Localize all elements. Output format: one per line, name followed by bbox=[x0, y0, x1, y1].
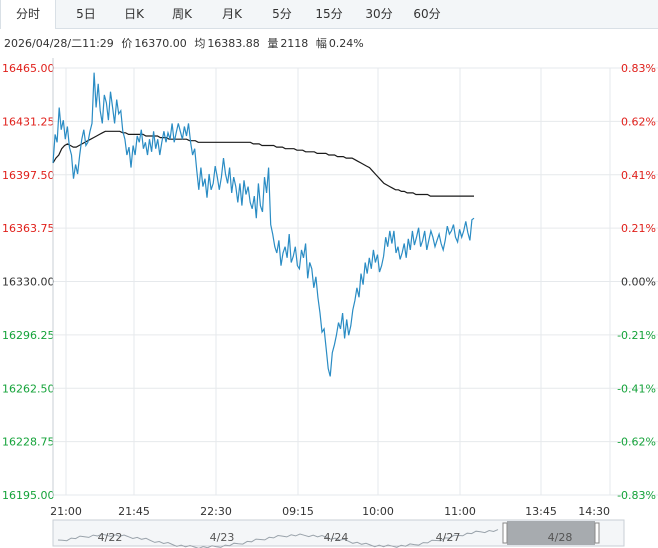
pct-tick-label: 0.83% bbox=[621, 62, 656, 75]
tab-3[interactable]: 周K bbox=[172, 7, 192, 21]
tab-8[interactable]: 60分 bbox=[413, 7, 441, 21]
navigator-date-label: 4/23 bbox=[210, 531, 235, 544]
x-tick-label: 22:30 bbox=[200, 505, 232, 518]
y-tick-label: 16296.25 bbox=[2, 329, 55, 342]
tab-7[interactable]: 30分 bbox=[365, 7, 393, 21]
change-value: 0.24% bbox=[328, 37, 364, 50]
navigator-left-handle[interactable] bbox=[502, 522, 508, 544]
x-tick-label: 10:00 bbox=[362, 505, 394, 518]
pct-tick-label: -0.41% bbox=[617, 382, 656, 395]
y-tick-label: 16228.75 bbox=[2, 436, 55, 449]
volume-value: 2118 bbox=[280, 37, 309, 50]
period-tab-bar: 分时 5日 日K 周K 月K 5分 15分 30分 60分 bbox=[0, 0, 658, 29]
pct-tick-label: -0.21% bbox=[617, 329, 656, 342]
navigator-date-label: 4/22 bbox=[98, 531, 123, 544]
x-tick-label: 21:45 bbox=[118, 505, 150, 518]
y-tick-label: 16262.50 bbox=[2, 382, 55, 395]
tab-6[interactable]: 15分 bbox=[315, 7, 343, 21]
x-tick-label: 13:45 bbox=[525, 505, 557, 518]
y-tick-label: 16465.00 bbox=[2, 62, 55, 75]
y-tick-label: 16397.50 bbox=[2, 169, 55, 182]
y-tick-label: 16195.00 bbox=[2, 489, 55, 502]
x-tick-label: 14:30 bbox=[578, 505, 610, 518]
price-value: 16370.00 bbox=[134, 37, 187, 50]
y-tick-label: 16330.00 bbox=[2, 276, 55, 289]
tab-0[interactable]: 分时 bbox=[0, 0, 56, 29]
avg-label: 均 bbox=[194, 37, 206, 50]
tab-2[interactable]: 日K bbox=[124, 7, 144, 21]
tab-4[interactable]: 月K bbox=[222, 7, 242, 21]
avg-value: 16383.88 bbox=[207, 37, 260, 50]
navigator-window[interactable] bbox=[507, 521, 595, 545]
volume-label: 量 bbox=[267, 37, 279, 50]
pct-tick-label: 0.62% bbox=[621, 115, 656, 128]
quote-datetime: 2026/04/28/二11:29 bbox=[4, 37, 114, 50]
y-tick-label: 16431.25 bbox=[2, 115, 55, 128]
y-tick-label: 16363.75 bbox=[2, 222, 55, 235]
change-label: 幅 bbox=[315, 37, 327, 50]
price-label: 价 bbox=[121, 37, 133, 50]
pct-tick-label: 0.41% bbox=[621, 169, 656, 182]
navigator-date-label: 4/27 bbox=[436, 531, 461, 544]
price-line bbox=[52, 72, 475, 377]
x-tick-label: 21:00 bbox=[50, 505, 82, 518]
pct-tick-label: -0.62% bbox=[617, 436, 656, 449]
navigator-date-label: 4/28 bbox=[548, 531, 573, 544]
navigator-trace bbox=[57, 529, 499, 548]
pct-tick-label: -0.83% bbox=[617, 489, 656, 502]
pct-tick-label: 0.00% bbox=[621, 276, 656, 289]
x-tick-label: 09:15 bbox=[282, 505, 314, 518]
pct-tick-label: 0.21% bbox=[621, 222, 656, 235]
tab-1[interactable]: 5日 bbox=[76, 7, 96, 21]
navigator-date-label: 4/24 bbox=[324, 531, 349, 544]
navigator-right-handle[interactable] bbox=[594, 522, 600, 544]
x-tick-label: 11:00 bbox=[444, 505, 476, 518]
tab-5[interactable]: 5分 bbox=[272, 7, 292, 21]
